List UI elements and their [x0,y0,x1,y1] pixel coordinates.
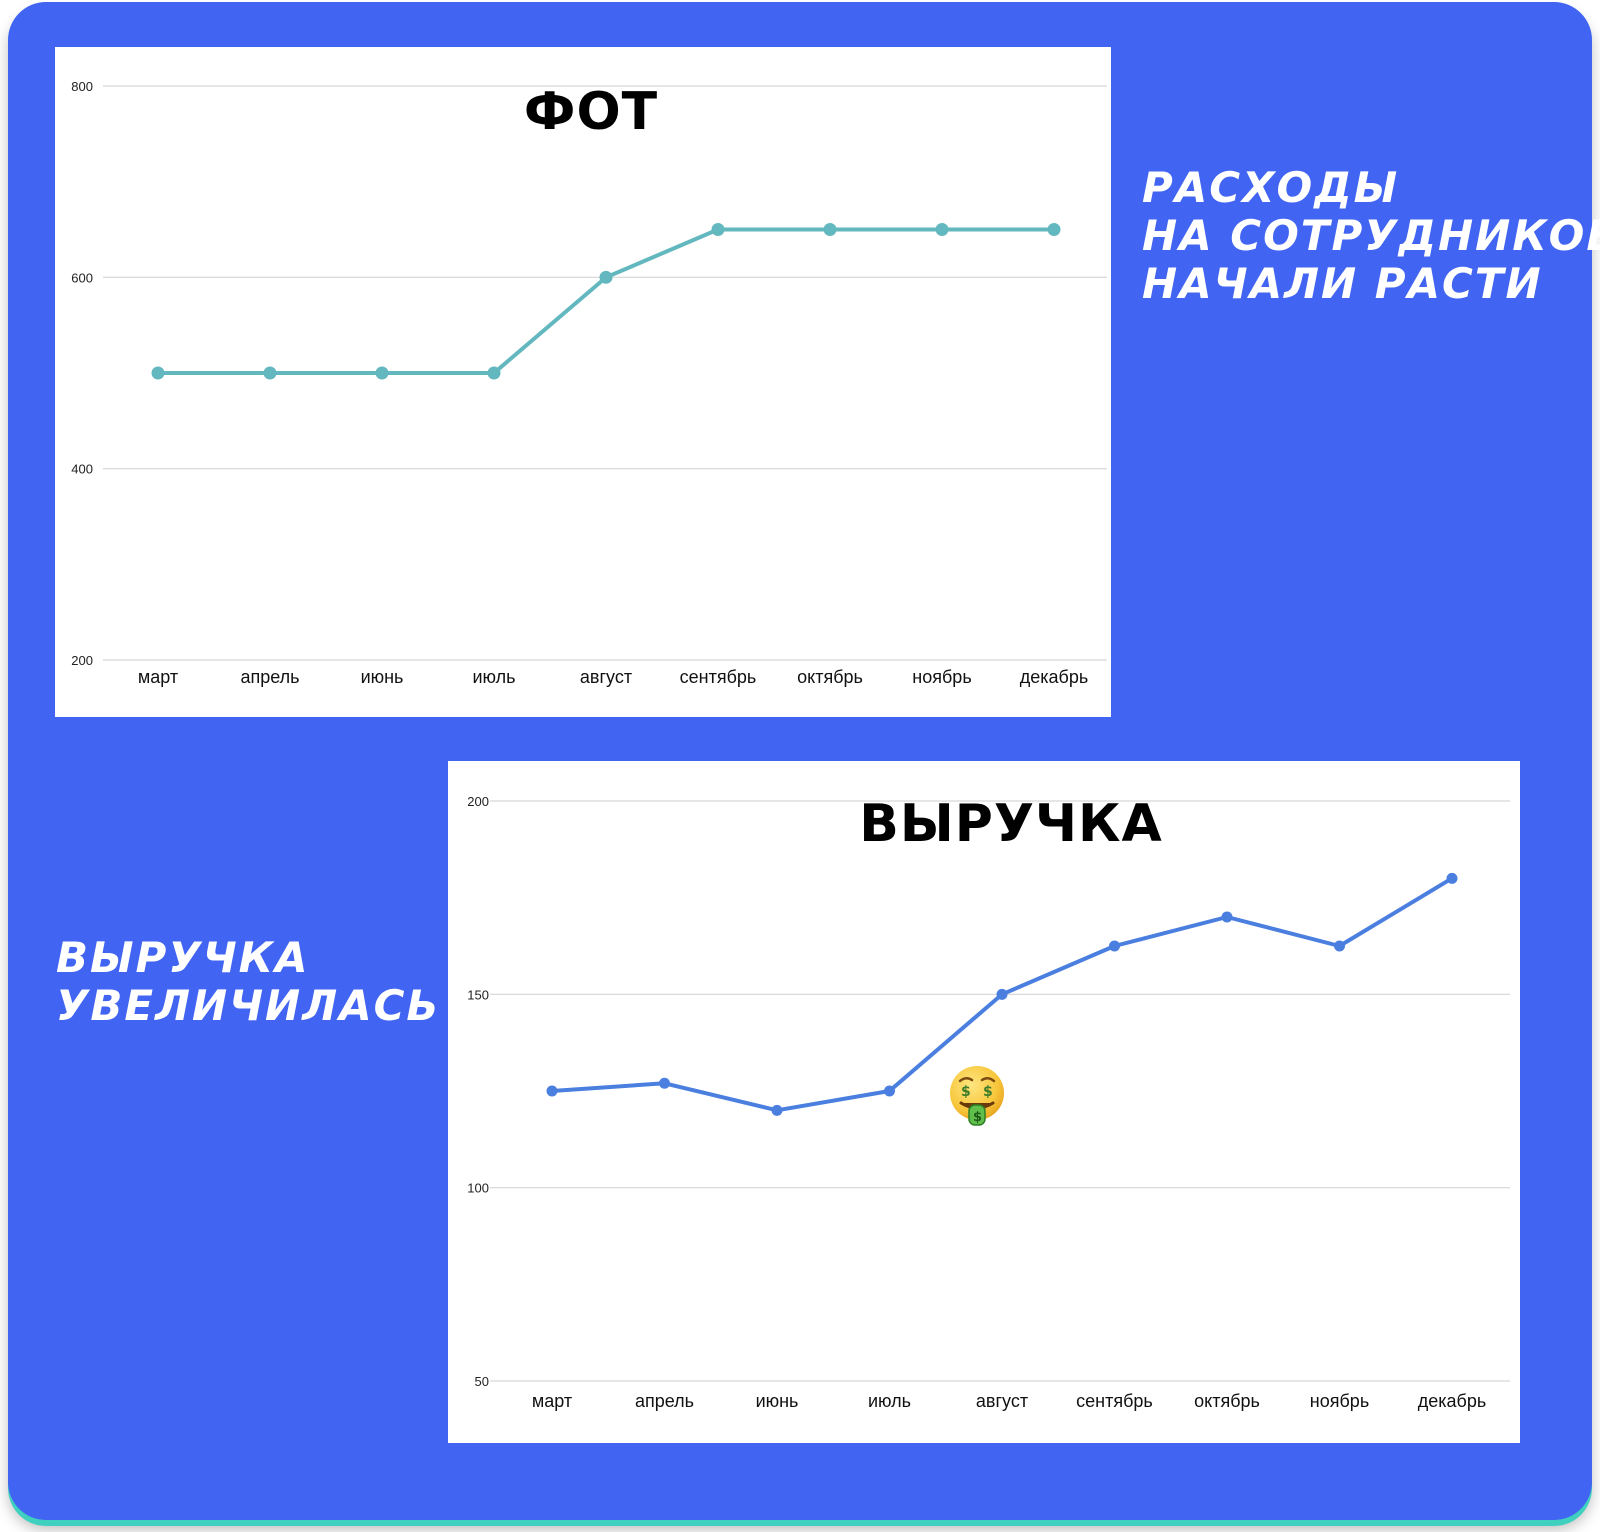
caption-expenses-line-1: Расходы [1142,163,1400,212]
fot-y-tick-label: 800 [71,79,93,94]
revenue-data-point-июнь [771,1104,783,1116]
revenue-x-tick-label: апрель [635,1391,694,1411]
revenue-data-point-сентябрь [1109,940,1120,952]
revenue-x-tick-label: март [532,1391,572,1411]
revenue-x-tick-label: август [976,1391,1028,1411]
fot-y-tick-label: 200 [71,653,93,668]
fot-data-point-июль [487,366,501,380]
svg-text:$: $ [973,1110,982,1125]
caption-expenses-line-3: начали расти [1142,259,1543,308]
revenue-data-point-ноябрь [1334,940,1345,952]
revenue-x-tick-label: октябрь [1194,1391,1260,1411]
fot-series-line [156,227,1056,375]
fot-data-point-июнь [375,366,389,380]
caption-revenue-line-2: увеличилась [56,981,441,1030]
fot-x-tick-label: август [580,667,632,687]
revenue-x-tick-label: декабрь [1418,1391,1487,1411]
fot-x-tick-label: декабрь [1020,667,1089,687]
fot-data-point-август [599,270,613,284]
fot-data-point-октябрь [823,223,837,236]
fot-x-tick-label: март [138,667,178,687]
revenue-y-tick-label: 50 [475,1374,489,1389]
chart-fot: 200 400 600 800 март апрель июнь июль август сент… [71,79,1107,687]
revenue-x-tick-label: ноябрь [1310,1391,1369,1411]
fot-data-point-ноябрь [935,223,949,236]
revenue-x-tick-label: июнь [756,1391,799,1411]
revenue-y-tick-label: 100 [467,1181,489,1196]
fot-data-point-сентябрь [711,223,725,236]
caption-expenses-line-2: на сотрудников [1142,211,1600,260]
fot-x-tick-label: июль [472,667,515,687]
fot-x-tick-label: сентябрь [680,667,757,687]
revenue-y-tick-label: 200 [467,794,489,809]
fot-chart-title: ФОТ [524,82,658,142]
fot-y-tick-label: 400 [71,462,93,477]
caption-revenue: Выручка увеличилась [56,934,440,1030]
revenue-data-point-август [996,988,1008,1000]
revenue-chart-title: ВЫРУЧКА [859,794,1163,854]
fot-data-point-апрель [263,366,277,380]
chart-revenue: 50 100 150 200 март апрель июнь июль август сентя… [467,794,1510,1411]
caption-revenue-line-1: Выручка [56,933,310,982]
fot-x-tick-label: октябрь [797,667,863,687]
fot-data-point-март [151,366,165,380]
revenue-x-tick-label: сентябрь [1076,1391,1153,1411]
svg-text:$: $ [983,1084,993,1100]
fot-x-tick-label: июнь [361,667,404,687]
fot-x-tick-label: апрель [240,667,299,687]
svg-text:$: $ [961,1084,971,1100]
fot-y-tick-label: 600 [71,270,93,285]
fot-x-tick-label: ноябрь [912,667,971,687]
revenue-x-tick-label: июль [868,1391,911,1411]
revenue-data-point-декабрь [1446,872,1458,884]
revenue-data-point-март [546,1085,558,1097]
revenue-data-point-июль [884,1085,895,1097]
revenue-y-tick-label: 150 [467,987,489,1002]
revenue-data-point-апрель [659,1077,670,1089]
chart-card-fot: 200 400 600 800 март апрель июнь июль август сент… [55,47,1111,717]
revenue-data-point-октябрь [1221,911,1233,923]
caption-expenses: Расходы на сотрудников начали расти [1142,164,1600,308]
money-mouth-face-icon: $ $ $ [950,1066,1004,1126]
fot-data-point-декабрь [1047,223,1061,236]
